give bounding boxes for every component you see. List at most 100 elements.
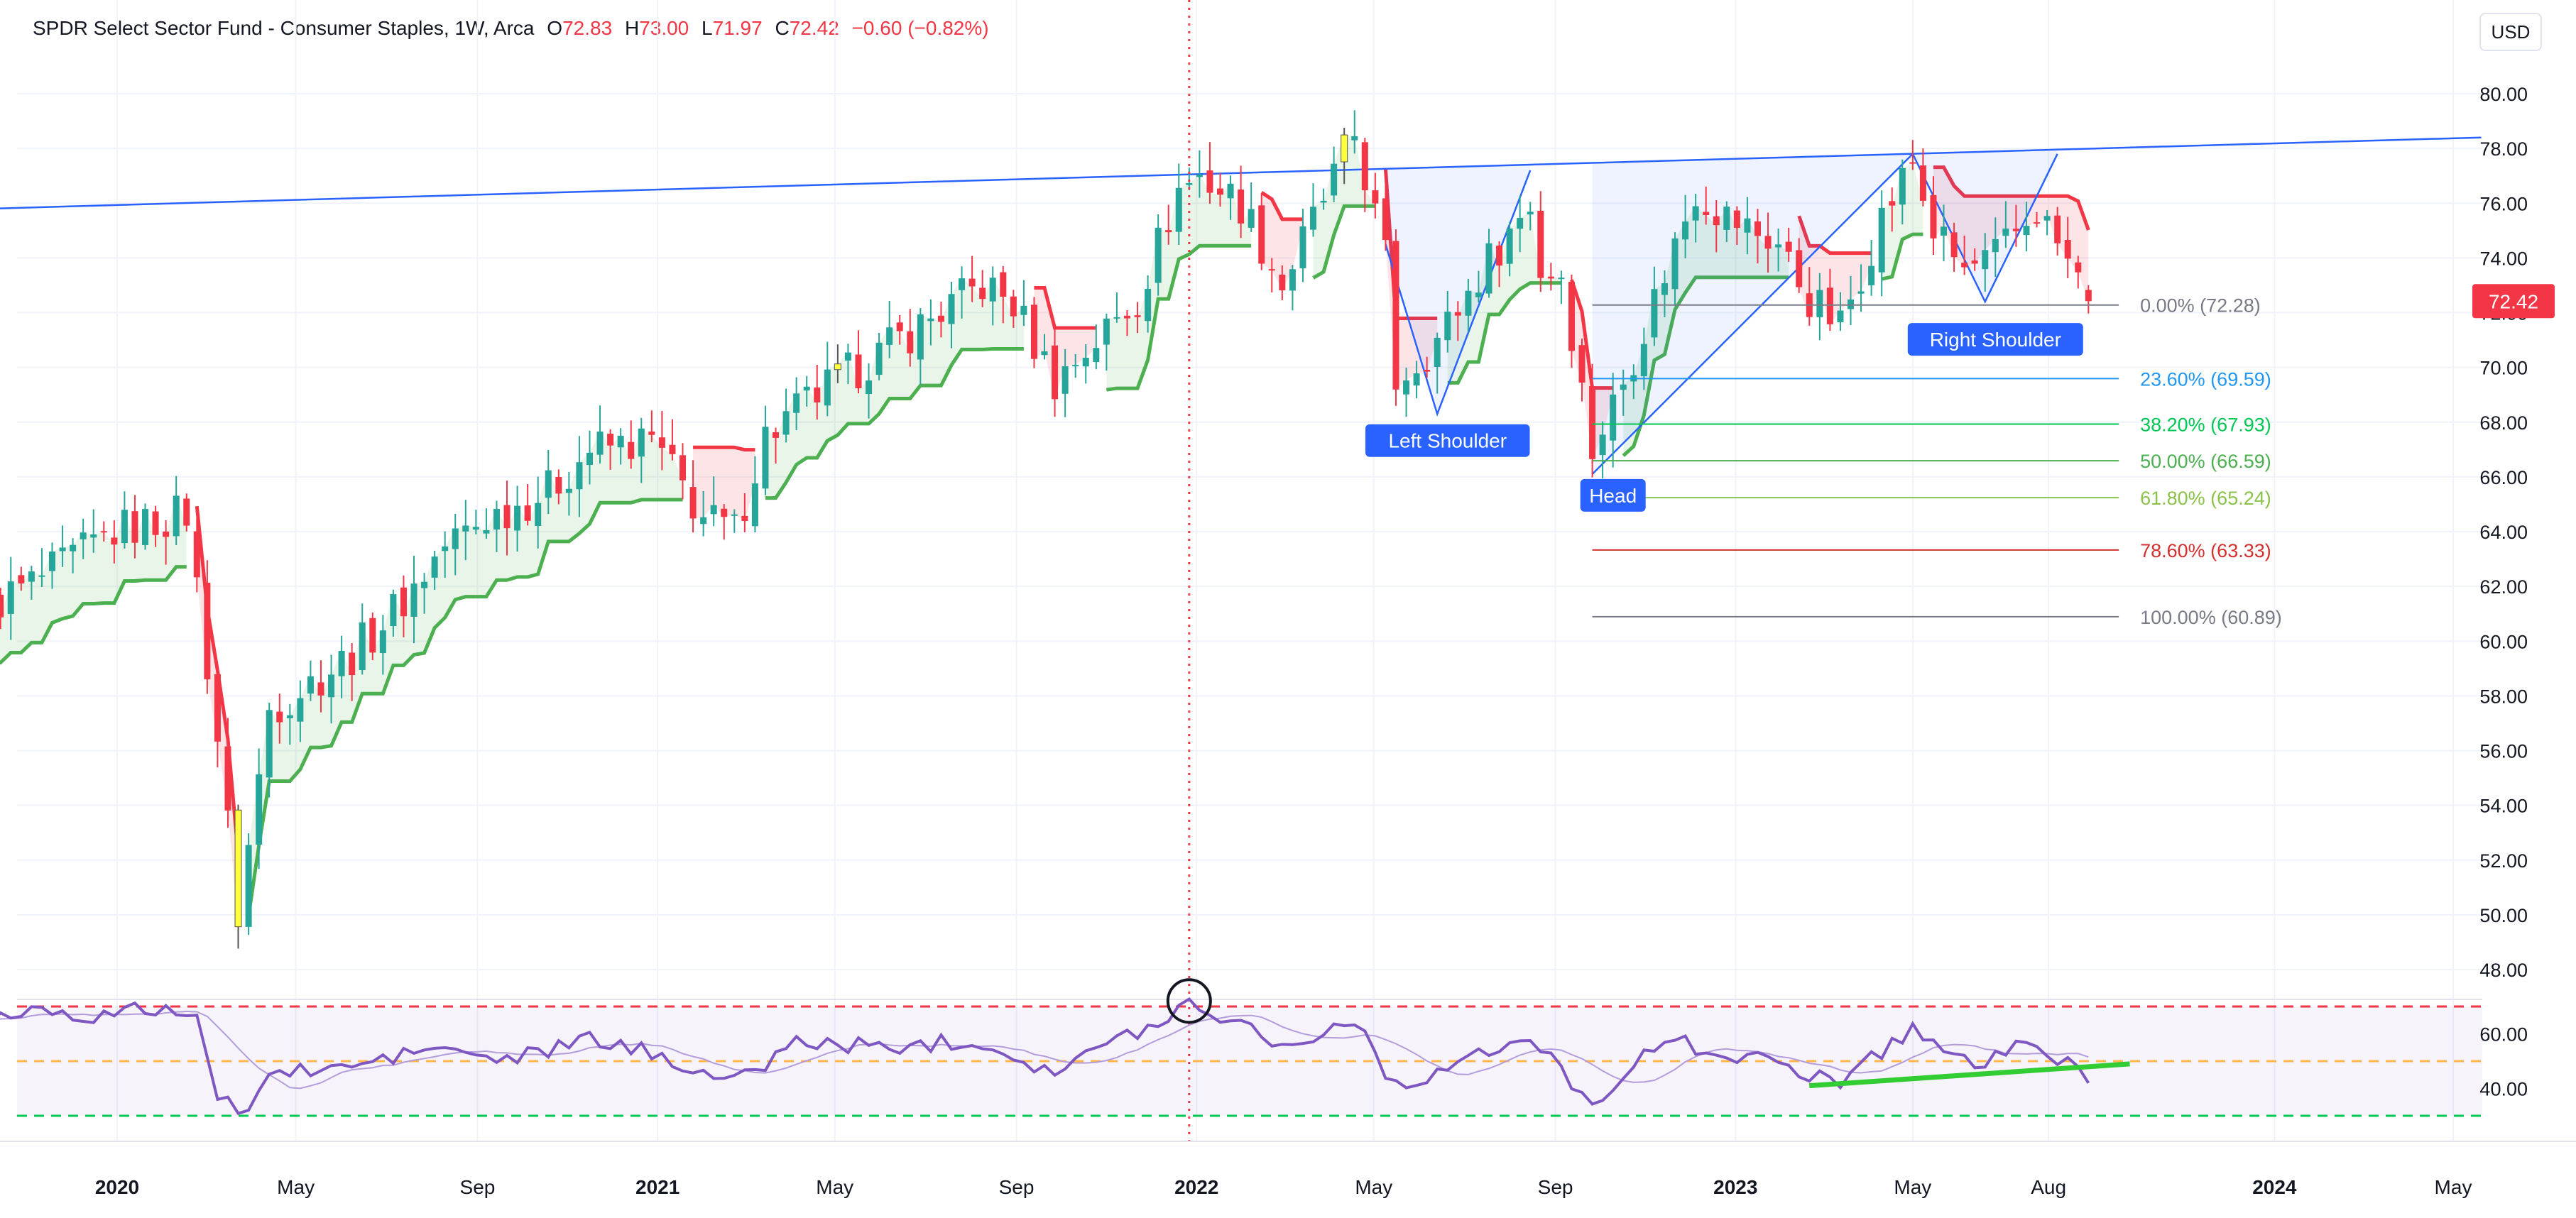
pattern-fill: [1385, 164, 1531, 415]
stop-line-up: [1106, 243, 1252, 392]
candle-body: [307, 676, 314, 694]
candle-body: [535, 503, 542, 527]
stop-line-down: [1797, 215, 1872, 256]
candle: [28, 565, 35, 600]
candle: [1496, 241, 1503, 287]
candle: [773, 427, 780, 464]
stop-band-fill: [1933, 167, 2089, 302]
candle: [1826, 268, 1833, 331]
candle-body: [1093, 348, 1100, 363]
candle: [1279, 265, 1286, 301]
candle-body: [131, 511, 138, 543]
candle-body: [617, 435, 624, 448]
candle: [193, 518, 200, 593]
candle-body: [638, 428, 645, 457]
currency-button[interactable]: USD: [2479, 13, 2542, 51]
price-tick-label: 54.00: [2479, 796, 2528, 817]
candle: [483, 508, 490, 539]
candle-body: [431, 556, 438, 578]
candle-body: [245, 845, 252, 927]
candle-body: [214, 674, 221, 742]
candle: [1010, 290, 1017, 329]
candle-body: [814, 387, 821, 402]
candle-body: [493, 508, 500, 530]
candle: [1961, 235, 1968, 275]
open-label: O: [547, 17, 563, 39]
candle-body: [689, 487, 697, 519]
candle-body: [1868, 265, 1875, 285]
candle: [669, 419, 676, 461]
candle: [1030, 297, 1037, 368]
candle: [1248, 182, 1255, 233]
candle: [1796, 238, 1803, 293]
candle: [1268, 258, 1275, 292]
candle-body: [586, 452, 593, 465]
candle: [121, 491, 128, 549]
candle: [1889, 187, 1896, 232]
candle: [1733, 206, 1740, 246]
candle: [1941, 204, 1948, 262]
candle-body: [152, 511, 159, 535]
candle-body: [1134, 315, 1141, 317]
low-label: L: [702, 17, 713, 39]
candle-body: [1475, 292, 1482, 297]
candle-body: [1517, 218, 1524, 229]
candle-body: [596, 432, 604, 455]
fib-label: 0.00% (72.28): [2140, 295, 2261, 317]
candle: [1216, 172, 1224, 207]
fibonacci-levels: 0.00% (72.28) 23.60% (69.59) 38.20% (67.93…: [1592, 295, 2282, 628]
candle-body: [1568, 282, 1575, 351]
time-tick-label: May: [277, 1176, 315, 1198]
candle-body: [70, 544, 77, 552]
candle: [607, 429, 614, 470]
candle: [452, 513, 459, 576]
candle: [1568, 274, 1575, 368]
candle-body: [1589, 386, 1596, 459]
candle: [1413, 361, 1420, 399]
candle: [1320, 188, 1327, 210]
candle-body: [1310, 207, 1317, 230]
candle-body: [979, 287, 986, 300]
candle: [2075, 256, 2082, 289]
candle: [2034, 212, 2041, 228]
candle: [731, 509, 738, 533]
candle-body: [100, 531, 107, 533]
candle: [1919, 148, 1926, 207]
candle-body: [1723, 207, 1730, 230]
candle: [1506, 221, 1513, 277]
candle-body: [555, 476, 562, 494]
annotation-label: Head: [1589, 485, 1637, 507]
candle-body: [1444, 312, 1451, 341]
candle: [1610, 373, 1617, 468]
candle-body: [1661, 282, 1668, 295]
candle: [1537, 191, 1544, 292]
candle-body: [1961, 263, 1968, 268]
candle: [1816, 273, 1823, 341]
candle: [741, 493, 748, 532]
candle: [38, 548, 45, 587]
stop-line-down: [1933, 165, 2090, 231]
price-axis: 48.00 50.00 52.00 54.00 56.00 58.00 60.00 62.00…: [2472, 84, 2555, 981]
candle-body: [1123, 315, 1130, 319]
candle: [1982, 233, 1989, 292]
candle: [762, 405, 769, 495]
candle-body: [679, 455, 687, 481]
time-tick-label: 2024: [2252, 1176, 2297, 1198]
rsi-tick-label: 40.00: [2479, 1079, 2528, 1100]
candle: [617, 428, 624, 465]
candle: [338, 635, 345, 698]
candle: [1713, 200, 1720, 253]
candle: [1186, 168, 1193, 190]
candle-body: [28, 571, 35, 582]
candle: [1403, 367, 1410, 417]
candle: [1950, 222, 1958, 272]
fib-label: 50.00% (66.59): [2140, 451, 2271, 472]
candle: [782, 388, 790, 443]
time-tick-label: May: [816, 1176, 853, 1198]
candle: [1093, 324, 1100, 370]
stop-line-down: [693, 445, 755, 452]
time-tick-label: Aug: [2031, 1176, 2066, 1198]
candle-body: [1485, 243, 1492, 294]
